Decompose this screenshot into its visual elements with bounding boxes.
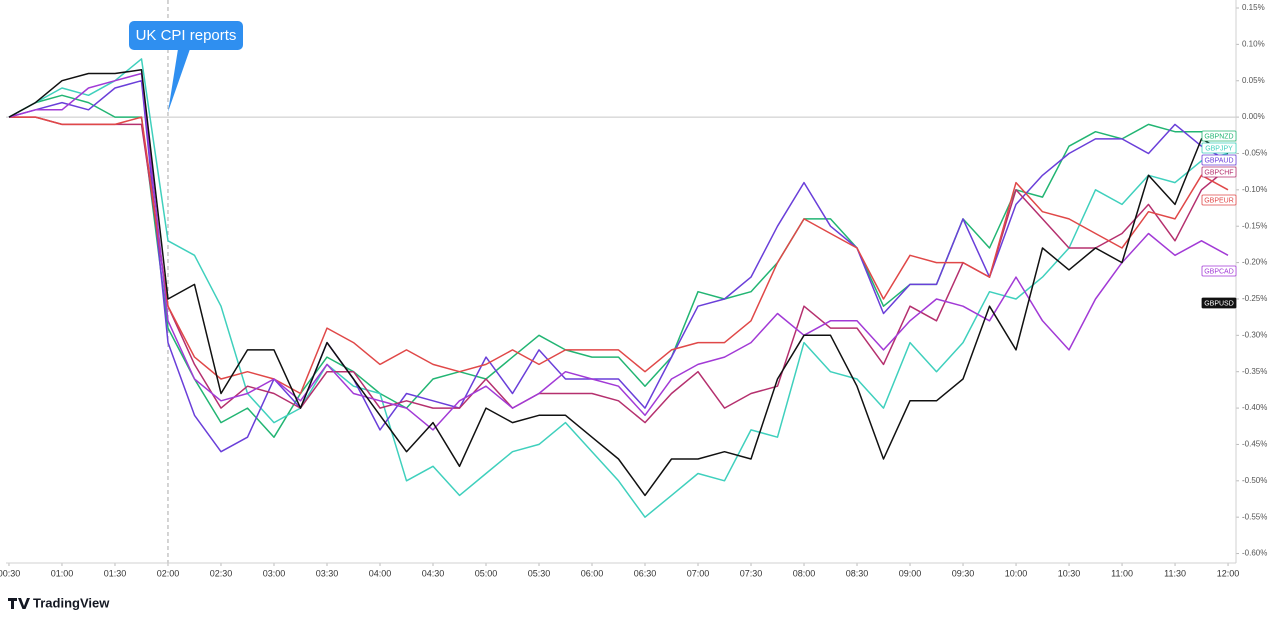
y-tick-label: 0.05% [1242,76,1265,85]
y-tick-label: -0.20% [1242,258,1267,267]
legend-label: GBPAUD [1204,157,1233,164]
x-tick-label: 07:30 [740,568,763,578]
y-tick-label: -0.05% [1242,149,1267,158]
legend-tag [1201,166,1237,178]
x-tick-label: 01:00 [51,568,74,578]
y-tick-label: -0.25% [1242,294,1267,303]
x-tick-label: 06:30 [634,568,657,578]
series-line [8,72,1229,431]
callout-pointer [168,49,190,112]
series-line [8,79,1229,453]
x-tick-label: 01:30 [104,568,127,578]
y-tick-label: -0.45% [1242,440,1267,449]
y-tick-label: 0.15% [1242,3,1265,12]
series-line [8,58,1229,518]
y-tick-label: -0.40% [1242,403,1267,412]
y-tick-label: -0.55% [1242,512,1267,521]
x-tick-label: 02:00 [157,568,180,578]
legend-tag [1201,265,1237,277]
x-tick-label: 08:00 [793,568,816,578]
legend-tag [1201,142,1237,154]
x-tick-label: 10:30 [1058,568,1081,578]
x-tick-label: 12:00 [1217,568,1240,578]
y-tick-label: -0.30% [1242,330,1267,339]
legend-tag [1201,154,1237,166]
x-tick-label: 06:00 [581,568,604,578]
x-tick-label: 09:00 [899,568,922,578]
legend-tag [1201,297,1237,309]
series-line [9,116,1229,424]
x-tick-label: 03:00 [263,568,286,578]
legend-tag [1201,130,1237,142]
y-tick-label: 0.00% [1242,112,1265,121]
y-tick-label: -0.35% [1242,367,1267,376]
legend-tag [1201,194,1237,206]
legend-label: GBPEUR [1204,197,1234,204]
legend-label: GBPNZD [1204,133,1233,140]
source-text: TradingView [33,595,110,610]
logo-icon [8,598,30,609]
x-tick-label: 02:30 [210,568,233,578]
x-tick-label: 04:30 [422,568,445,578]
legend-label: GBPCAD [1204,268,1234,275]
logo: TradingView [8,595,110,610]
x-tick-label: 08:30 [846,568,869,578]
x-tick-label: 07:00 [687,568,710,578]
annotation-text: UK CPI reports [136,27,237,44]
legend-label: GBPUSD [1204,300,1234,307]
y-tick-label: -0.50% [1242,476,1267,485]
x-tick-label: 11:00 [1111,568,1133,578]
series-line [8,69,1229,497]
x-tick-label: 00:30 [0,568,20,578]
y-tick-label: 0.10% [1242,39,1265,48]
x-tick-label: 09:30 [952,568,975,578]
y-tick-label: -0.15% [1242,221,1267,230]
grid [6,0,1239,566]
lines [8,58,1229,518]
x-tick-label: 03:30 [316,568,339,578]
y-tick-label: -0.60% [1242,549,1267,558]
callout: UK CPI reports [129,21,243,112]
x-tick-label: 11:30 [1164,568,1186,578]
x-tick-label: 10:00 [1005,568,1028,578]
x-tick-label: 04:00 [369,568,392,578]
legend-label: GBPCHF [1204,169,1233,176]
callout-box [129,21,243,50]
series-line [9,116,1229,395]
y-tick-label: -0.10% [1242,185,1267,194]
legend-label: GBPJPY [1205,145,1233,152]
x-tick-label: 05:30 [528,568,551,578]
x-tick-label: 05:00 [475,568,498,578]
